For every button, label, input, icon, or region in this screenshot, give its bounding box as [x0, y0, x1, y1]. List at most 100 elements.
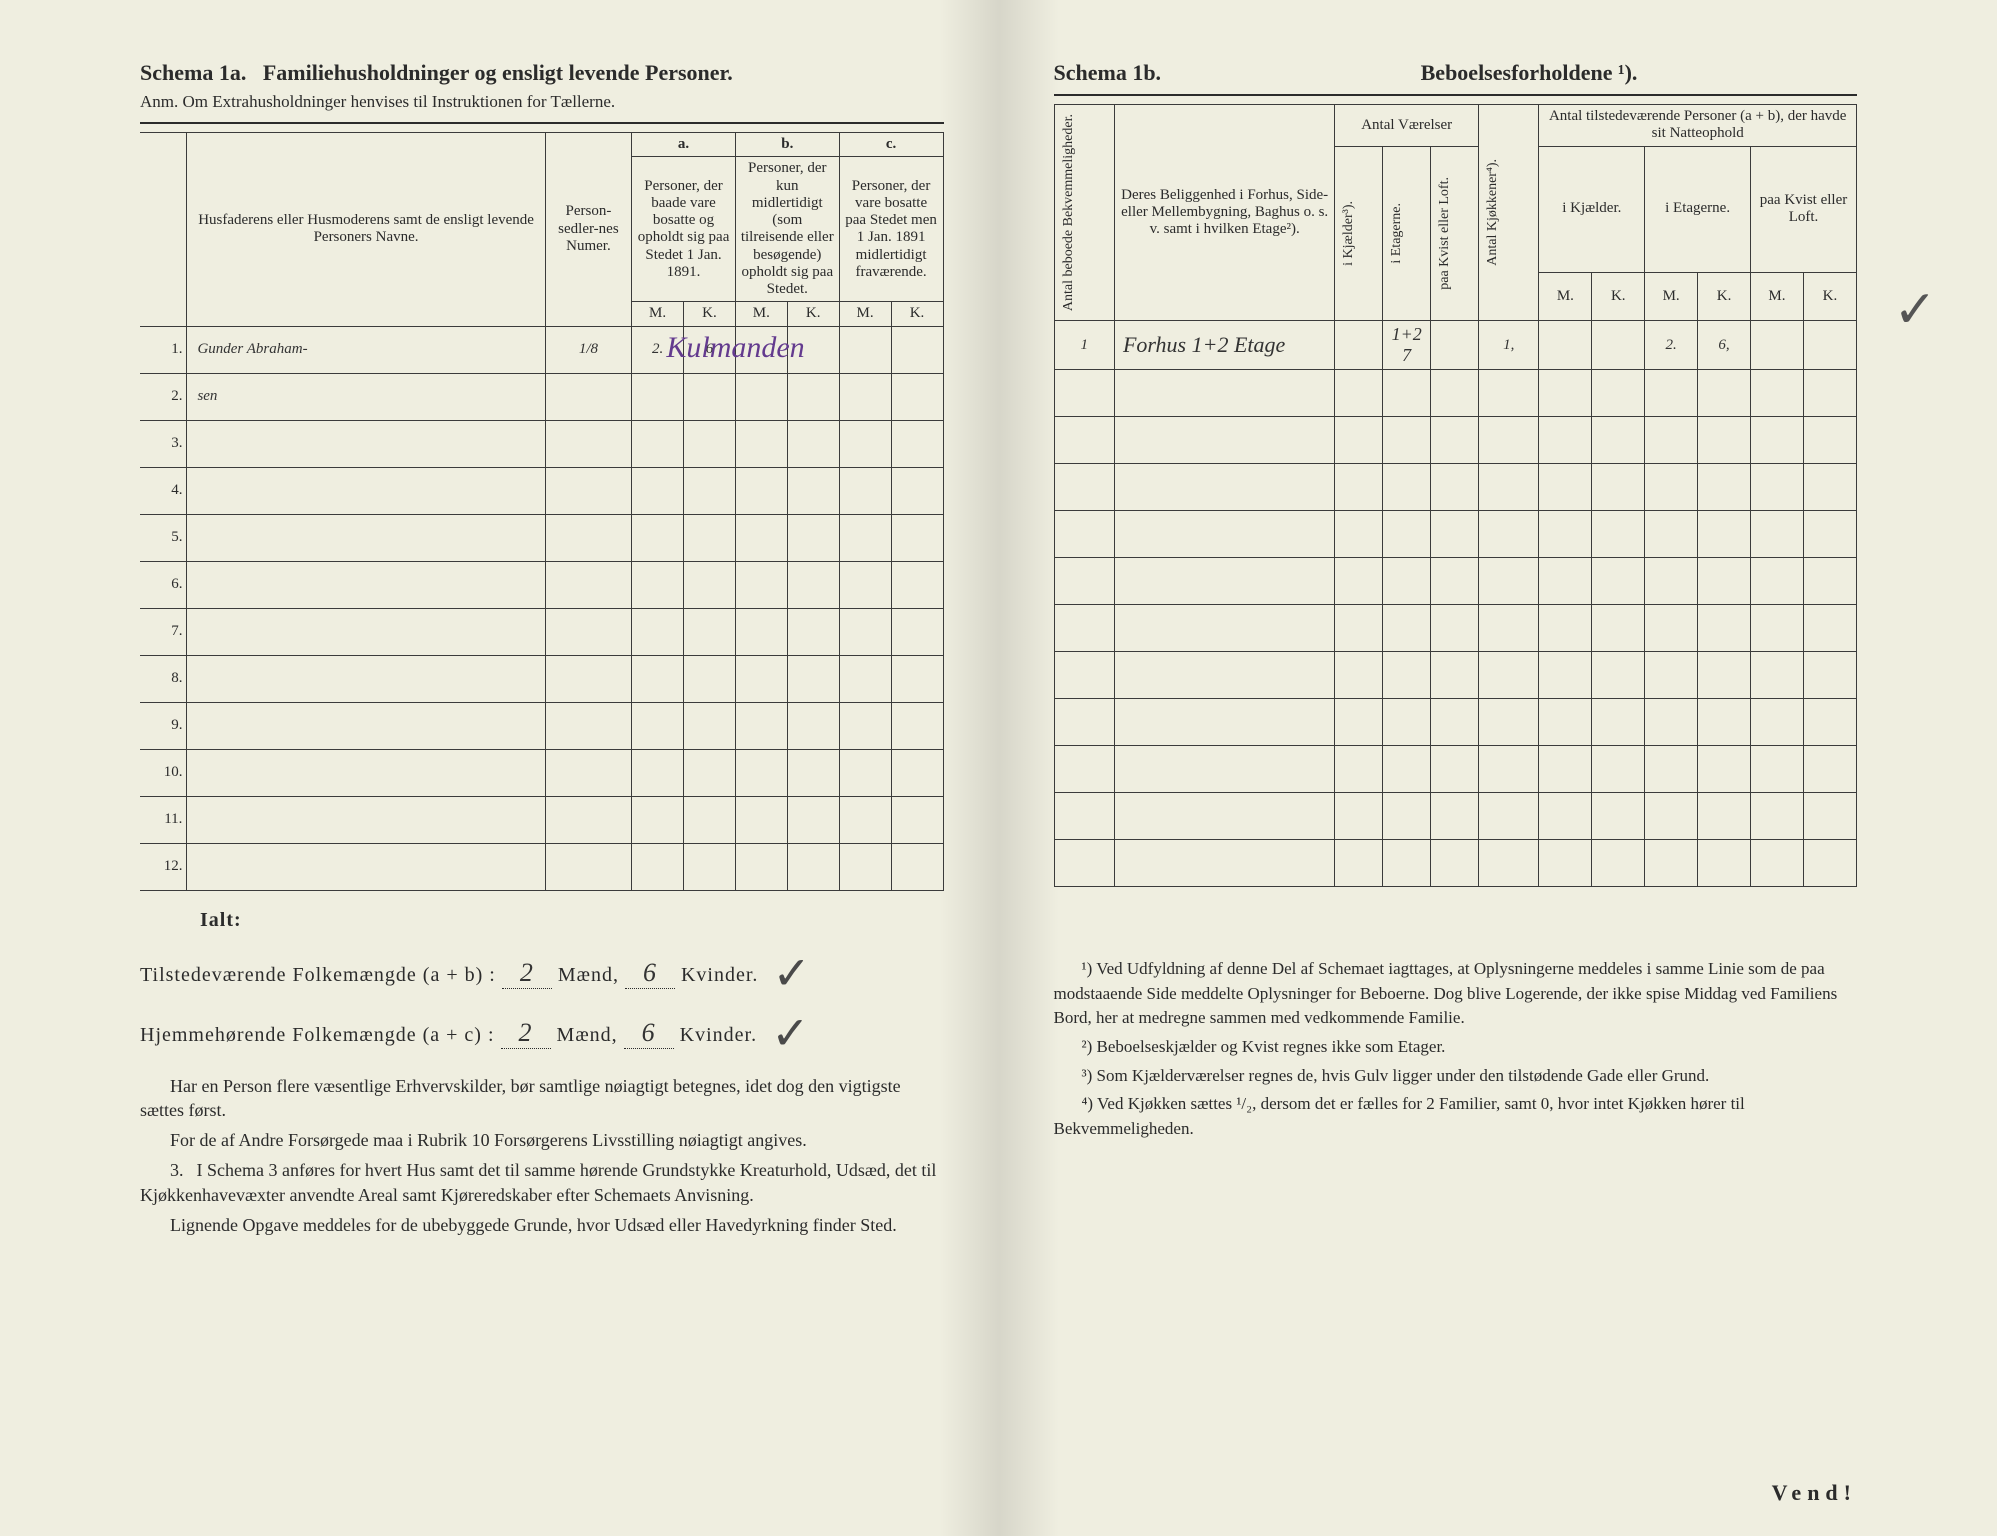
- cell-vaer-et: [1383, 605, 1431, 652]
- cell-a-k: [684, 373, 736, 420]
- table-row: 8.: [140, 655, 943, 702]
- cell-num: [545, 655, 631, 702]
- cell-kj-k: [1592, 840, 1645, 887]
- cell-vaer-kj: [1335, 746, 1383, 793]
- cell-vaer-et: [1383, 793, 1431, 840]
- cell-b-k: [787, 702, 839, 749]
- mk: M.: [1750, 272, 1803, 321]
- cell-kv-m: [1750, 321, 1803, 370]
- cell-kv-m: [1750, 417, 1803, 464]
- cell-kj-k: [1592, 652, 1645, 699]
- cell-kj-m: [1539, 746, 1592, 793]
- page-spread: Schema 1a. Familiehusholdninger og ensli…: [0, 0, 1997, 1536]
- col-name: Husfaderens eller Husmoderens samt de en…: [187, 133, 545, 327]
- cell-belig: [1114, 652, 1334, 699]
- cell-kv-k: [1803, 370, 1856, 417]
- cell-kv-k: [1803, 605, 1856, 652]
- row-number: 7.: [140, 608, 187, 655]
- cell-a-k: [684, 655, 736, 702]
- cell-vaer-kj: [1335, 793, 1383, 840]
- cell-a-m: [632, 655, 684, 702]
- cell-a-k: [684, 608, 736, 655]
- row-number: 10.: [140, 749, 187, 796]
- cell-vaer-kj: [1335, 558, 1383, 605]
- cell-b-k: [787, 655, 839, 702]
- schema-1b-heading: Schema 1b. Beboelsesforholdene ¹).: [1054, 60, 1858, 86]
- cell-num: [545, 702, 631, 749]
- cell-vaer-kv: [1431, 652, 1479, 699]
- cell-kj-m: [1539, 699, 1592, 746]
- sub-kjaelder: i Kjælder³).: [1339, 195, 1359, 272]
- sub2-kvist: paa Kvist eller Loft.: [1750, 146, 1856, 272]
- cell-vaer-et: [1383, 746, 1431, 793]
- cell-a-k: [684, 749, 736, 796]
- cell-vaer-kv: [1431, 793, 1479, 840]
- cell-vaer-kv: [1431, 464, 1479, 511]
- instructions-block: Har en Person flere væsentlige Erhvervsk…: [140, 1074, 944, 1238]
- cell-a-k: [684, 561, 736, 608]
- sub2-etagerne: i Etagerne.: [1645, 146, 1751, 272]
- para-2: For de af Andre Forsørgede maa i Rubrik …: [140, 1128, 944, 1152]
- cell-vaer-kv: [1431, 840, 1479, 887]
- cell-kj-m: [1539, 321, 1592, 370]
- cell-kj-k: [1592, 558, 1645, 605]
- cell-bekv: [1054, 511, 1114, 558]
- cell-kj-k: [1592, 793, 1645, 840]
- ialt-label: Ialt:: [140, 909, 944, 932]
- heading-rule: [140, 122, 944, 124]
- schema-1a-title: Familiehusholdninger og ensligt levende …: [263, 60, 733, 85]
- mk: M.: [1539, 272, 1592, 321]
- col-group-b: b.: [735, 133, 839, 157]
- tot1-k: 6: [625, 958, 675, 989]
- cell-a-m: [632, 843, 684, 890]
- mk: M.: [1645, 272, 1698, 321]
- schema-1b-title: Beboelsesforholdene ¹).: [1421, 60, 1638, 86]
- mk: K.: [1698, 272, 1751, 321]
- table-row: [1054, 699, 1857, 746]
- cell-kv-m: [1750, 746, 1803, 793]
- cell-vaer-et: [1383, 652, 1431, 699]
- cell-et-k: [1698, 464, 1751, 511]
- cell-c-m: [839, 702, 891, 749]
- table-row: 7.: [140, 608, 943, 655]
- cell-num: [545, 561, 631, 608]
- maend-2: Mænd,: [557, 1024, 618, 1046]
- cell-c-k: [891, 326, 943, 373]
- fn-3: ³) Som Kjælderværelser regnes de, hvis G…: [1054, 1064, 1858, 1089]
- cell-et-m: [1645, 793, 1698, 840]
- checkmark-icon: ✓: [771, 1006, 811, 1060]
- cell-kv-m: [1750, 464, 1803, 511]
- cell-kv-k: [1803, 652, 1856, 699]
- cell-b-m: [735, 467, 787, 514]
- tot2-label: Hjemmehørende Folkemængde (a + c) :: [140, 1024, 495, 1046]
- row-number: 12.: [140, 843, 187, 890]
- col-belig: Deres Beliggenhed i Forhus, Side- eller …: [1114, 105, 1334, 321]
- cell-c-m: [839, 796, 891, 843]
- col-group-c: c.: [839, 133, 943, 157]
- cell-b-k: [787, 561, 839, 608]
- checkmark-icon: ✓: [772, 946, 812, 1000]
- col-group-a: a.: [632, 133, 736, 157]
- cell-belig: [1114, 840, 1334, 887]
- cell-kj-m: [1539, 464, 1592, 511]
- cell-c-m: [839, 655, 891, 702]
- cell-c-k: [891, 514, 943, 561]
- cell-kjok: [1478, 417, 1538, 464]
- cell-vaer-et: [1383, 511, 1431, 558]
- cell-kj-k: [1592, 370, 1645, 417]
- fn-4: ⁴) Ved Kjøkken sættes ¹/₂, dersom det er…: [1054, 1092, 1858, 1141]
- cell-kv-m: [1750, 840, 1803, 887]
- cell-vaer-kv: [1431, 417, 1479, 464]
- cell-b-k: [787, 514, 839, 561]
- grp-personer: Antal tilstedeværende Personer (a + b), …: [1539, 105, 1857, 147]
- cell-et-k: [1698, 605, 1751, 652]
- table-row: 3.: [140, 420, 943, 467]
- cell-et-k: 6,: [1698, 321, 1751, 370]
- schema-1b-label: Schema 1b.: [1054, 60, 1162, 86]
- cell-c-m: [839, 373, 891, 420]
- cell-kj-k: [1592, 605, 1645, 652]
- row-number: 2.: [140, 373, 187, 420]
- cell-et-k: [1698, 652, 1751, 699]
- table-row: 6.: [140, 561, 943, 608]
- cell-belig: [1114, 746, 1334, 793]
